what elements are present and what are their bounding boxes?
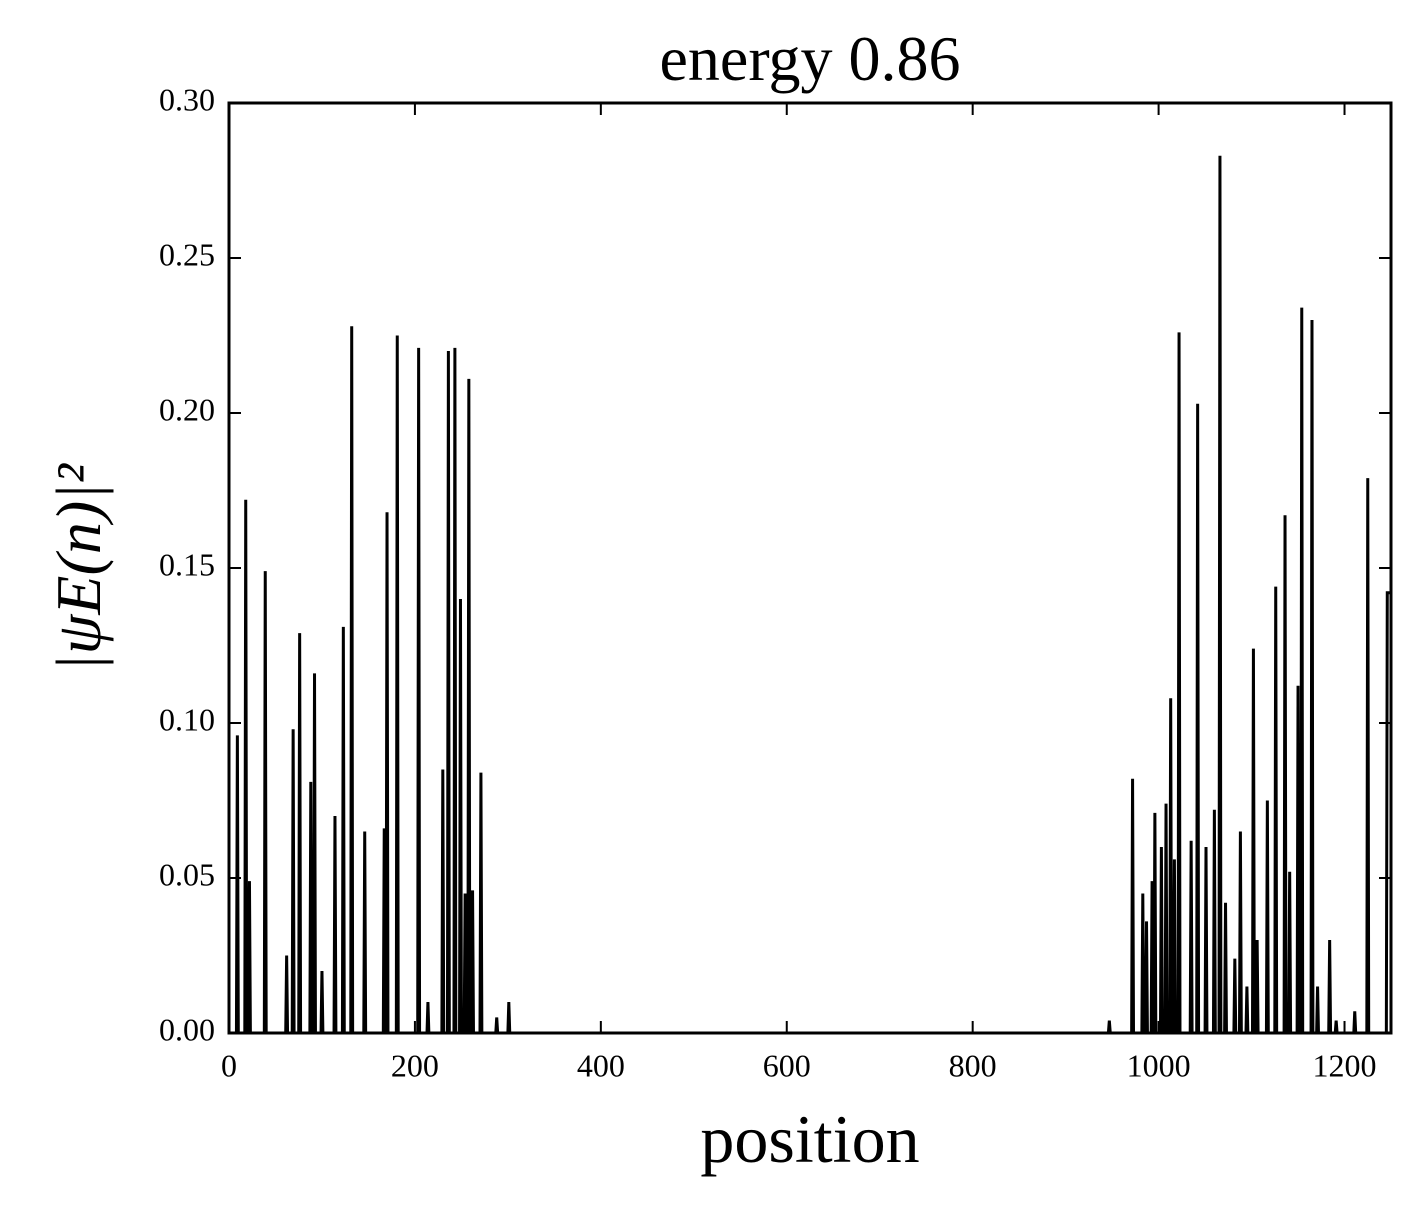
x-tick-label: 800 [949,1047,997,1083]
x-axis-label: position [700,1101,919,1177]
x-tick-label: 0 [221,1047,237,1083]
x-tick-label: 1000 [1127,1047,1191,1083]
data-line [229,155,1391,1035]
y-tick-label: 0.00 [159,1011,215,1047]
y-tick-label: 0.20 [159,391,215,427]
chart-title: energy 0.86 [660,23,961,94]
x-tick-label: 400 [577,1047,625,1083]
x-tick-label: 1200 [1313,1047,1377,1083]
y-tick-label: 0.05 [159,856,215,892]
y-tick-label: 0.10 [159,701,215,737]
y-tick-label: 0.15 [159,546,215,582]
plot-frame [227,101,1393,1035]
x-tick-label: 200 [391,1047,439,1083]
y-tick-label: 0.25 [159,236,215,272]
y-axis-label: |ψE(n)|² [43,462,114,672]
y-tick-label: 0.30 [159,81,215,117]
x-tick-label: 600 [763,1047,811,1083]
